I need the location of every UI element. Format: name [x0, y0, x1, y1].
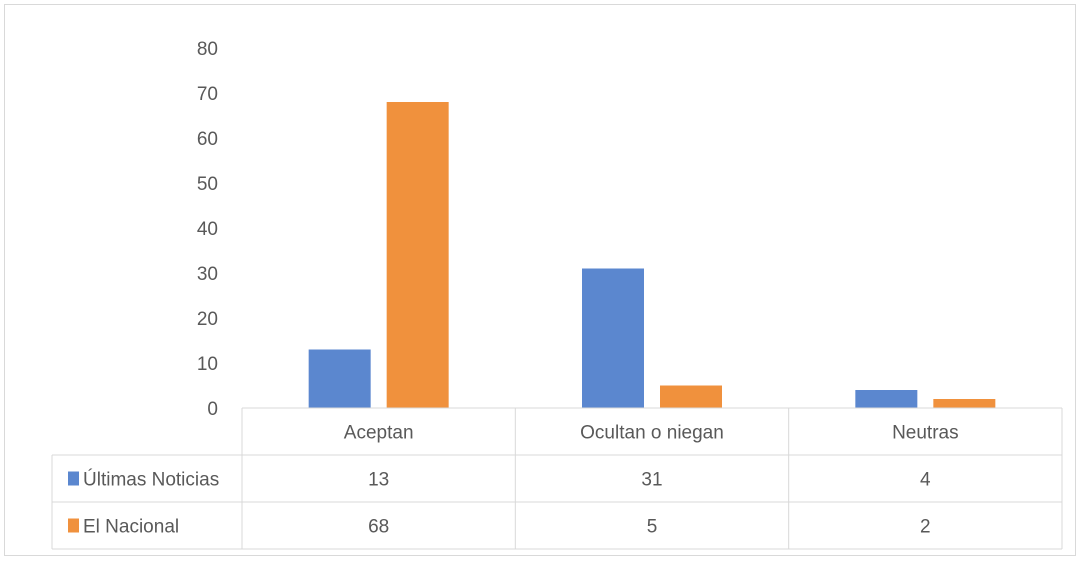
legend-key: [68, 471, 79, 486]
legend-key: [68, 518, 79, 533]
y-tick-label: 80: [197, 39, 218, 60]
category-label: Neutras: [892, 423, 959, 444]
table-cell-value: 5: [647, 517, 658, 538]
bar-series-2-1: [660, 385, 722, 408]
bar-series-2-2: [933, 399, 996, 408]
legend-label: Últimas Noticias: [83, 469, 219, 491]
y-tick-label: 0: [207, 399, 218, 420]
y-tick-label: 30: [197, 264, 218, 285]
y-tick-label: 70: [197, 84, 218, 105]
bar-series-1-0: [308, 349, 371, 408]
y-tick-label: 40: [197, 219, 218, 240]
table-cell-value: 13: [368, 470, 389, 491]
y-tick-label: 10: [197, 354, 218, 375]
y-tick-label: 20: [197, 309, 218, 330]
table-cell-value: 4: [920, 470, 931, 491]
category-label: Aceptan: [344, 423, 414, 444]
table-cell-value: 31: [641, 470, 662, 491]
bar-series-1-1: [582, 268, 644, 408]
legend-label: El Nacional: [83, 517, 179, 538]
chart-frame: [4, 4, 1076, 556]
category-label: Ocultan o niegan: [580, 423, 724, 444]
y-tick-label: 50: [197, 174, 218, 195]
bar-series-2-0: [386, 102, 449, 408]
bar-series-1-2: [855, 390, 918, 408]
table-cell-value: 2: [920, 517, 931, 538]
table-cell-value: 68: [368, 517, 389, 538]
y-tick-label: 60: [197, 129, 218, 150]
